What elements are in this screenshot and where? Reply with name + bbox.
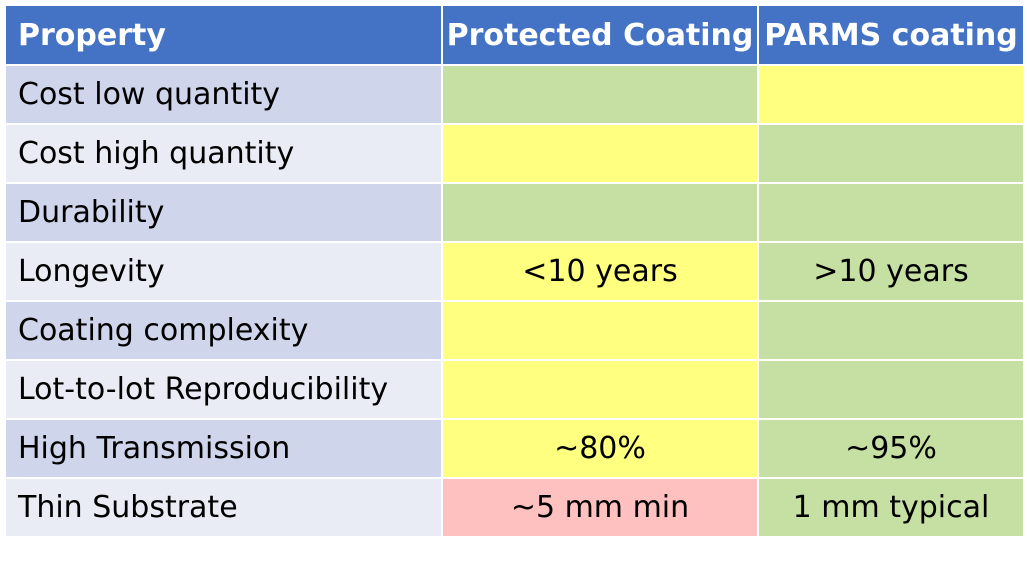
table-row: Lot-to-lot Reproducibility (4, 359, 1025, 420)
property-cell: Longevity (4, 241, 443, 302)
parms-coating-cell (757, 64, 1025, 125)
parms-coating-cell (757, 300, 1025, 361)
table-row: Cost high quantity (4, 123, 1025, 184)
property-cell: Cost high quantity (4, 123, 443, 184)
protected-coating-cell: ~5 mm min (441, 477, 759, 538)
protected-coating-cell: ~80% (441, 418, 759, 479)
header-row: Property Protected Coating PARMS coating (4, 4, 1025, 66)
table-row: Coating complexity (4, 300, 1025, 361)
protected-coating-cell (441, 182, 759, 243)
property-cell: Coating complexity (4, 300, 443, 361)
protected-coating-cell (441, 300, 759, 361)
table-row: High Transmission ~80% ~95% (4, 418, 1025, 479)
property-cell: Thin Substrate (4, 477, 443, 538)
table-row: Thin Substrate ~5 mm min 1 mm typical (4, 477, 1025, 538)
parms-coating-cell: >10 years (757, 241, 1025, 302)
property-cell: Lot-to-lot Reproducibility (4, 359, 443, 420)
protected-coating-cell: <10 years (441, 241, 759, 302)
header-parms-coating: PARMS coating (757, 4, 1025, 66)
property-cell: High Transmission (4, 418, 443, 479)
header-property: Property (4, 4, 443, 66)
protected-coating-cell (441, 64, 759, 125)
parms-coating-cell (757, 359, 1025, 420)
table-row: Longevity <10 years >10 years (4, 241, 1025, 302)
table-row: Durability (4, 182, 1025, 243)
table-row: Cost low quantity (4, 64, 1025, 125)
parms-coating-cell: ~95% (757, 418, 1025, 479)
parms-coating-cell (757, 123, 1025, 184)
protected-coating-cell (441, 359, 759, 420)
parms-coating-cell (757, 182, 1025, 243)
parms-coating-cell: 1 mm typical (757, 477, 1025, 538)
comparison-table: Property Protected Coating PARMS coating… (4, 4, 1025, 538)
header-protected-coating: Protected Coating (441, 4, 759, 66)
protected-coating-cell (441, 123, 759, 184)
property-cell: Cost low quantity (4, 64, 443, 125)
property-cell: Durability (4, 182, 443, 243)
